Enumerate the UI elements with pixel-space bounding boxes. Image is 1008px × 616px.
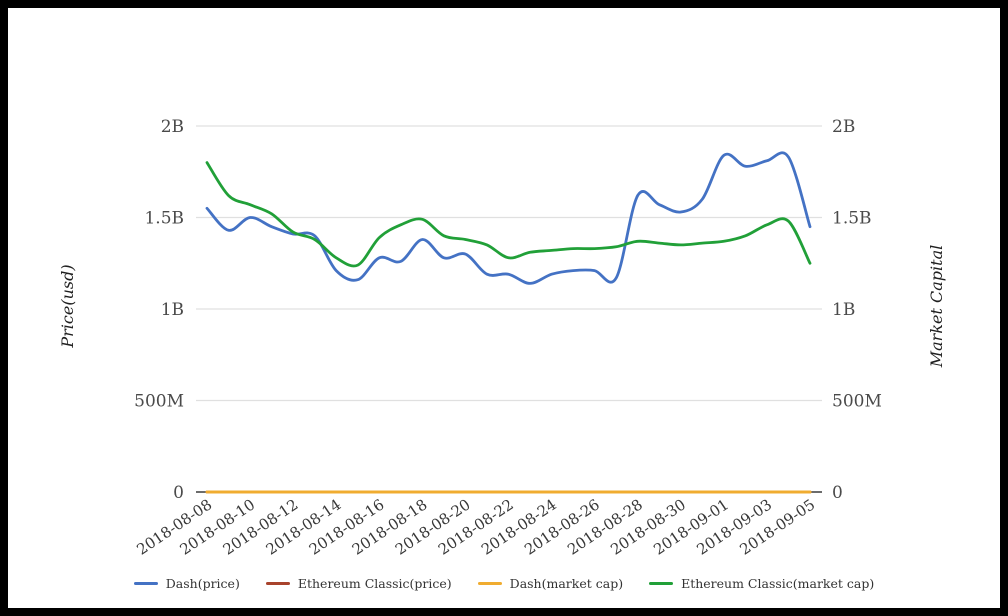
legend-swatch [649,582,674,585]
legend-label: Ethereum Classic(market cap) [681,576,875,591]
legend-item: Dash(price) [133,576,240,591]
series-lines [205,151,812,494]
gridlines [196,125,822,493]
left-axis-tick-label: 500M [134,392,184,412]
legend-swatch [477,582,502,585]
left-axis-tick-label: 1.5B [144,209,184,229]
series-line-dash-price [205,151,812,285]
legend-item: Ethereum Classic(market cap) [649,576,874,591]
right-axis-tick-label: 0 [832,483,843,503]
chart-legend: Dash(price) Ethereum Classic(price) Dash(m… [8,576,1000,591]
right-axis-title: Market Capital [927,245,946,368]
right-axis-tick-label: 500M [832,392,882,412]
series-line-ethereum-classic-market-cap [205,161,812,268]
left-axis-title: Price(usd) [58,264,77,348]
legend-label: Dash(price) [165,576,240,591]
right-axis-tick-label: 2B [832,117,855,137]
legend-swatch [133,582,158,585]
left-axis-tick-label: 1B [161,300,184,320]
legend-item: Dash(market cap) [477,576,624,591]
left-axis-tick-label: 2B [161,117,184,137]
legend-swatch [265,582,290,585]
legend-label: Ethereum Classic(price) [297,576,452,591]
legend-item: Ethereum Classic(price) [265,576,452,591]
legend-label: Dash(market cap) [509,576,624,591]
left-axis-tick-label: 0 [173,483,184,503]
right-axis-tick-label: 1B [832,300,855,320]
right-axis-tick-label: 1.5B [832,209,872,229]
